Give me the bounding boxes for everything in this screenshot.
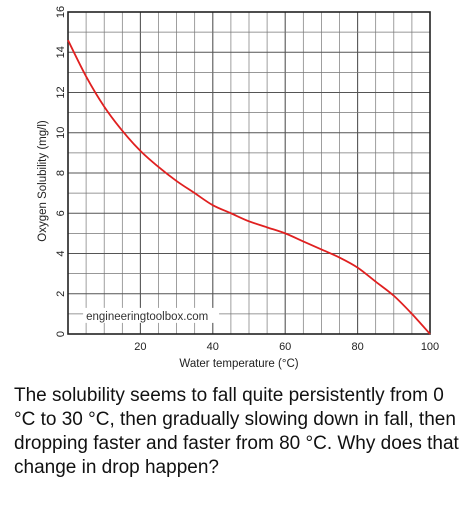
y-tick-label: 8 [55,170,67,176]
x-tick-label: 40 [207,341,219,353]
y-tick-label: 6 [55,210,67,216]
question-text: The solubility seems to fall quite persi… [14,385,459,478]
y-tick-label: 16 [55,6,67,18]
axes [67,11,431,335]
chart-svg: engineeringtoolbox.com 20 40 60 80 100 0 2 4 6 8 1… [37,6,439,370]
tick-labels: 20 40 60 80 100 0 2 4 6 8 10 12 14 16 [55,6,439,353]
y-tick-label: 14 [55,46,67,58]
series-line [67,39,431,335]
x-axis-label: Water temperature (°C) [179,358,298,370]
x-tick-label: 100 [421,341,439,353]
y-tick-label: 2 [55,291,67,297]
y-axis-label: Oxygen Solubility (mg/l) [37,120,49,242]
x-tick-label: 80 [351,341,363,353]
y-tick-label: 0 [55,331,67,337]
y-tick-label: 10 [55,127,67,139]
y-tick-label: 12 [55,86,67,98]
grid [68,12,430,334]
y-tick-label: 4 [55,250,67,256]
x-tick-label: 60 [279,341,291,353]
chart: engineeringtoolbox.com 20 40 60 80 100 0 2 4 6 8 1… [37,6,439,370]
plot-frame [67,11,431,335]
watermark-background [83,307,220,323]
x-tick-label: 20 [134,341,146,353]
series-line-path [67,39,431,335]
watermark: engineeringtoolbox.com [86,311,208,323]
